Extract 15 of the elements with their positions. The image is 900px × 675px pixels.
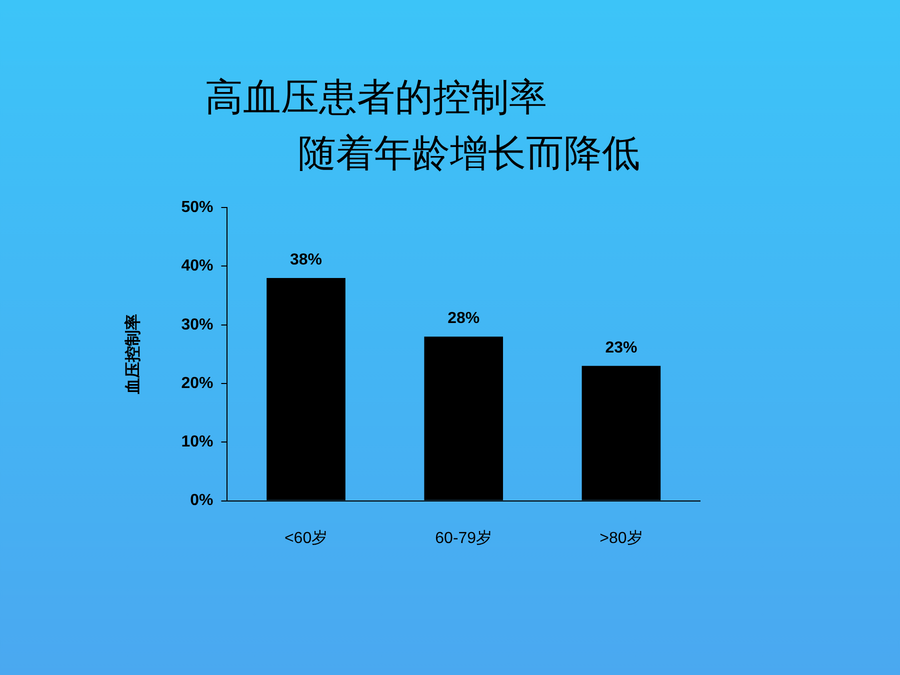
y-tick-label: 40% [181, 258, 214, 275]
x-tick-label: <60岁 [284, 528, 328, 547]
data-label: 23% [605, 339, 638, 356]
y-axis-title: 血压控制率 [122, 314, 142, 396]
data-label: 38% [290, 251, 322, 268]
y-tick-label: 10% [181, 434, 214, 451]
x-tick-label: >80岁 [600, 528, 643, 547]
chart-title: 高血压患者的控制率 [205, 74, 547, 121]
data-label: 28% [448, 310, 480, 328]
y-tick-label: 0% [190, 492, 214, 510]
chart-subtitle: 随着年龄增长而降低 [298, 130, 640, 177]
y-tick-label: 50% [181, 199, 214, 216]
x-tick-label: 60-79岁 [435, 528, 492, 547]
y-tick-label: 30% [181, 316, 214, 334]
y-tick-label: 20% [181, 374, 214, 392]
